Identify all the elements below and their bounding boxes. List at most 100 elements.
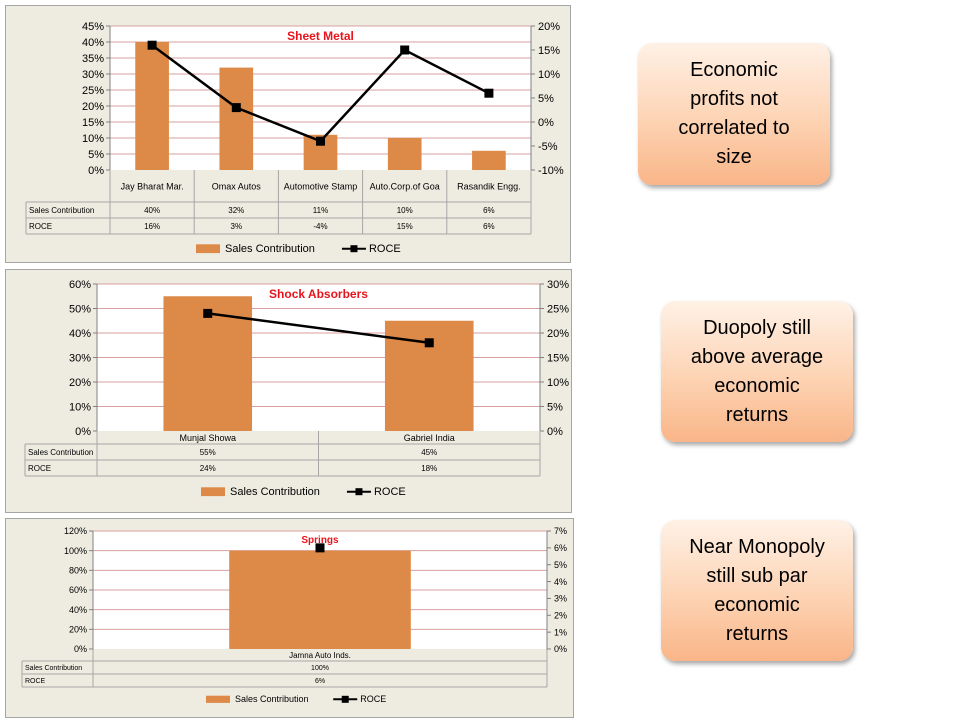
table-cell: 18% bbox=[421, 464, 437, 473]
left-axis-tick-label: 5% bbox=[88, 149, 104, 161]
left-axis-tick-label: 60% bbox=[69, 585, 87, 595]
category-label: Gabriel India bbox=[404, 433, 455, 443]
callout-near-monopoly: Near Monopoly still sub par economic ret… bbox=[661, 520, 853, 661]
chart-panel-springs: 0% 20% 40% 60% 80% 100% 120% 0% 1% 2% 3% 4% 5% 6% 7% Sp… bbox=[5, 518, 574, 718]
roce-marker bbox=[203, 308, 213, 318]
left-axis-tick-label: 20% bbox=[69, 625, 87, 635]
left-axis-tick-label: 0% bbox=[75, 426, 91, 438]
table-cell: -4% bbox=[313, 222, 327, 231]
right-axis-tick-label: 0% bbox=[554, 644, 567, 654]
legend-label-roce: ROCE bbox=[374, 486, 406, 498]
bar-sales-contribution bbox=[163, 296, 253, 431]
callout-text: Duopoly still above average economic ret… bbox=[663, 314, 851, 430]
table-cell: 11% bbox=[313, 206, 328, 215]
legend-swatch-sales-contribution bbox=[201, 487, 225, 497]
chart-shock-absorbers: 0% 10% 20% 30% 40% 50% 60% 0% 5% 10% 15% 20% 25% 30% S… bbox=[24, 279, 569, 498]
callout-line: size bbox=[716, 146, 752, 168]
right-axis-tick-label: 15% bbox=[538, 45, 560, 57]
right-axis-tick-label: 0% bbox=[538, 117, 554, 129]
roce-line bbox=[207, 312, 430, 345]
callout-line: correlated to bbox=[678, 117, 790, 139]
table-row-label: ROCE bbox=[25, 678, 46, 685]
table-cell: 16% bbox=[144, 222, 160, 231]
left-axis-tick-label: 10% bbox=[82, 133, 104, 145]
legend-label-roce: ROCE bbox=[360, 694, 386, 704]
right-axis-tick-label: 20% bbox=[538, 21, 560, 33]
legend-label-roce: ROCE bbox=[369, 243, 401, 255]
chart-sheet-metal: 0% 5% 10% 15% 20% 25% 30% 35% 40% 45% -10% -5% 0% 5% 1… bbox=[25, 21, 564, 255]
right-axis-tick-label: 4% bbox=[554, 577, 567, 587]
table-cell: 6% bbox=[483, 222, 495, 231]
bar-sales-contribution bbox=[135, 42, 169, 170]
right-axis-tick-label: 0% bbox=[547, 426, 563, 438]
left-axis-tick-label: 0% bbox=[74, 644, 87, 654]
left-axis-tick-label: 25% bbox=[82, 85, 104, 97]
right-axis-tick-label: 3% bbox=[554, 594, 567, 604]
callout-text: Economic profits not correlated to size bbox=[650, 56, 817, 172]
right-axis-tick-label: 5% bbox=[538, 93, 554, 105]
bar-sales-contribution bbox=[387, 138, 422, 170]
right-axis-tick-label: 7% bbox=[554, 526, 567, 536]
left-axis-tick-label: 30% bbox=[69, 352, 91, 364]
roce-marker bbox=[231, 103, 241, 113]
category-label: Rasandik Engg. bbox=[457, 181, 521, 191]
table-cell: 32% bbox=[228, 206, 244, 215]
chart-springs: 0% 20% 40% 60% 80% 100% 120% 0% 1% 2% 3% 4% 5% 6% 7% Sp… bbox=[21, 526, 567, 704]
category-label: Munjal Showa bbox=[179, 433, 236, 443]
right-axis-tick-label: 30% bbox=[547, 279, 569, 291]
callout-text: Near Monopoly still sub par economic ret… bbox=[661, 533, 853, 649]
callout-line: returns bbox=[725, 622, 789, 645]
right-axis-tick-label: 20% bbox=[547, 328, 569, 340]
table-cell: 3% bbox=[231, 222, 243, 231]
table-cell: 45% bbox=[421, 448, 437, 457]
right-axis-tick-label: -5% bbox=[538, 141, 558, 153]
left-axis-tick-label: 10% bbox=[69, 401, 91, 413]
table-cell: 24% bbox=[200, 464, 216, 473]
category-label: Auto.Corp.of Goa bbox=[370, 181, 440, 191]
bar-sales-contribution bbox=[219, 67, 254, 170]
chart-panel-shock-absorbers: 0% 10% 20% 30% 40% 50% 60% 0% 5% 10% 15% 20% 25% 30% S… bbox=[5, 269, 572, 513]
right-axis-tick-label: 25% bbox=[547, 303, 569, 315]
legend-swatch-sales-contribution bbox=[196, 244, 220, 254]
chart-title: Springs bbox=[301, 535, 339, 546]
left-axis-tick-label: 50% bbox=[69, 303, 91, 315]
left-axis-tick-label: 100% bbox=[64, 546, 87, 556]
right-axis-tick-label: 6% bbox=[554, 543, 567, 553]
left-axis-tick-label: 15% bbox=[82, 117, 104, 129]
table-row-label: ROCE bbox=[29, 222, 52, 231]
table-row-label: Sales Contribution bbox=[28, 448, 93, 457]
left-axis-tick-label: 60% bbox=[69, 279, 91, 291]
right-axis-tick-label: 1% bbox=[554, 627, 567, 637]
bar-sales-contribution bbox=[229, 550, 411, 649]
left-axis-tick-label: 40% bbox=[82, 37, 104, 49]
right-axis-tick-label: 5% bbox=[547, 401, 563, 413]
roce-marker bbox=[484, 88, 494, 98]
right-axis-tick-label: 10% bbox=[547, 377, 569, 389]
category-label: Omax Autos bbox=[212, 181, 262, 191]
callout-line: Near Monopoly bbox=[689, 535, 825, 558]
legend-marker-roce bbox=[350, 245, 358, 253]
left-axis-tick-label: 20% bbox=[69, 377, 91, 389]
left-axis-tick-label: 80% bbox=[69, 566, 87, 576]
roce-marker bbox=[316, 136, 325, 146]
table-cell: 100% bbox=[311, 665, 329, 672]
left-axis-tick-label: 40% bbox=[69, 328, 91, 340]
legend-label-sales-contribution: Sales Contribution bbox=[230, 486, 320, 498]
table-cell: 40% bbox=[144, 206, 160, 215]
bar-sales-contribution bbox=[384, 320, 474, 431]
left-axis-tick-label: 35% bbox=[82, 53, 104, 65]
left-axis-tick-label: 45% bbox=[82, 21, 104, 33]
category-label: Jamna Auto Inds. bbox=[289, 651, 351, 660]
callout-duopoly: Duopoly still above average economic ret… bbox=[661, 301, 853, 442]
callout-line: above average bbox=[690, 345, 824, 368]
table-cell: 15% bbox=[397, 222, 413, 231]
left-axis-tick-label: 0% bbox=[88, 165, 104, 177]
category-label: Automotive Stamp bbox=[284, 181, 358, 191]
left-axis-tick-label: 40% bbox=[69, 605, 87, 615]
left-axis-tick-label: 30% bbox=[82, 69, 104, 81]
table-cell: 55% bbox=[200, 448, 216, 457]
callout-line: still sub par bbox=[706, 564, 808, 587]
left-axis-tick-label: 20% bbox=[82, 101, 104, 113]
callout-line: Duopoly still bbox=[703, 316, 811, 339]
callout-line: returns bbox=[725, 403, 789, 426]
